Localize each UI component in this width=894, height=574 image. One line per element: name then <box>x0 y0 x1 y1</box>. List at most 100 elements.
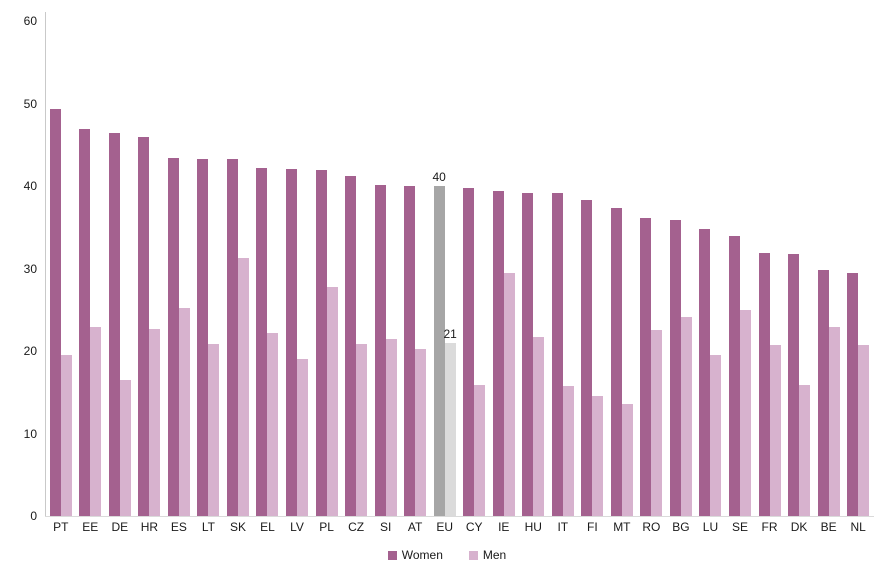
data-label-men-EU: 21 <box>443 326 457 341</box>
x-label-CY: CY <box>465 520 483 534</box>
bar-group-LT <box>194 21 224 516</box>
bar-men-PT <box>60 355 72 516</box>
bar-men-IE <box>503 272 515 516</box>
x-label-RO: RO <box>642 520 661 534</box>
bar-women-FI <box>581 200 593 516</box>
bar-women-AT <box>404 186 416 516</box>
bar-men-HR <box>149 328 161 516</box>
bar-men-BE <box>828 327 840 516</box>
y-tick-label-0: 0 <box>30 509 37 523</box>
bar-men-MT <box>621 403 633 516</box>
legend-item-men: Men <box>468 548 506 562</box>
bar-men-EU: 21 <box>443 327 457 516</box>
x-label-AT: AT <box>407 520 423 534</box>
bar-women-BG <box>669 219 681 516</box>
bar-men-IT <box>562 385 574 516</box>
x-label-BE: BE <box>820 520 837 534</box>
bar-women-LT <box>197 158 209 516</box>
bar-men-LV <box>297 359 309 516</box>
x-label-HR: HR <box>140 520 159 534</box>
plot-area: 40 21 <box>46 21 873 516</box>
bar-men-EE <box>90 327 102 516</box>
bar-group-BG <box>666 21 696 516</box>
bar-women-HU <box>522 192 534 516</box>
bar-men-SK <box>237 257 249 516</box>
bar-group-BE <box>814 21 844 516</box>
x-label-IT: IT <box>557 520 569 534</box>
bar-women-EU: 40 <box>432 170 446 516</box>
x-label-IE: IE <box>498 520 510 534</box>
bar-men-NL <box>858 345 870 516</box>
bar-men-LU <box>710 355 722 516</box>
bar-men-EL <box>267 332 279 516</box>
x-label-PT: PT <box>53 520 69 534</box>
bar-men-FR <box>769 345 781 516</box>
bar-group-EU: 40 21 <box>430 21 460 516</box>
bar-group-LU <box>696 21 726 516</box>
x-label-MT: MT <box>613 520 631 534</box>
bar-men-CY <box>474 384 486 516</box>
bar-women-ES <box>167 157 179 516</box>
x-label-CZ: CZ <box>348 520 365 534</box>
bar-women-RO <box>640 218 652 516</box>
bar-group-IT <box>548 21 578 516</box>
x-label-SI: SI <box>379 520 392 534</box>
bar-men-SI <box>385 338 397 516</box>
bar-group-LV <box>282 21 312 516</box>
bar-group-SE <box>725 21 755 516</box>
x-label-EE: EE <box>82 520 99 534</box>
bar-women-FR <box>758 252 770 516</box>
bar-men-SE <box>739 309 751 516</box>
bar-group-EL <box>253 21 283 516</box>
legend-item-women: Women <box>387 548 443 562</box>
bar-men-BG <box>680 317 692 516</box>
bar-men-ES <box>178 308 190 516</box>
x-label-BG: BG <box>672 520 690 534</box>
bar-group-DE <box>105 21 135 516</box>
bar-group-PT <box>46 21 76 516</box>
bar-group-SI <box>371 21 401 516</box>
x-label-SE: SE <box>731 520 748 534</box>
x-label-EU: EU <box>436 520 453 534</box>
x-label-EL: EL <box>260 520 275 534</box>
bar-group-NL <box>843 21 873 516</box>
bar-men-PL <box>326 287 338 516</box>
y-axis-line <box>45 12 46 517</box>
bar-men-DK <box>799 384 811 516</box>
x-label-LU: LU <box>702 520 719 534</box>
bar-group-CZ <box>341 21 371 516</box>
y-tick-label-50: 50 <box>23 96 37 111</box>
bar-women-BE <box>817 270 829 516</box>
bar-group-HR <box>135 21 165 516</box>
x-label-LT: LT <box>201 520 215 534</box>
bar-women-PT <box>49 109 61 516</box>
bar-group-AT <box>400 21 430 516</box>
x-label-FR: FR <box>761 520 778 534</box>
bar-men-AT <box>415 349 427 516</box>
y-tick-label-40: 40 <box>23 179 37 193</box>
data-label-women-EU: 40 <box>432 170 446 184</box>
bar-women-DE <box>108 133 120 516</box>
bar-group-RO <box>637 21 667 516</box>
bar-group-EE <box>76 21 106 516</box>
x-axis-line <box>45 516 874 517</box>
bar-group-PL <box>312 21 342 516</box>
bar-women-HR <box>138 137 150 516</box>
bar-men-LT <box>208 344 220 516</box>
bar-group-HU <box>519 21 549 516</box>
y-tick-label-30: 30 <box>23 261 37 276</box>
bar-group-ES <box>164 21 194 516</box>
bar-women-PL <box>315 170 327 516</box>
x-label-HU: HU <box>524 520 542 534</box>
x-label-NL: NL <box>850 520 866 534</box>
bar-men-HU <box>533 336 545 516</box>
bar-men-DE <box>119 379 131 516</box>
bar-group-FI <box>578 21 608 516</box>
x-axis-labels: PT EE DE HR ES LT SK EL LV PL CZ SI AT EU CY IE HU IT FI MT… <box>46 520 873 534</box>
bar-group-IE <box>489 21 519 516</box>
bar-women-IE <box>492 190 504 516</box>
bar-women-MT <box>610 208 622 516</box>
bar-women-EE <box>79 129 91 516</box>
bar-women-EL <box>256 167 268 516</box>
